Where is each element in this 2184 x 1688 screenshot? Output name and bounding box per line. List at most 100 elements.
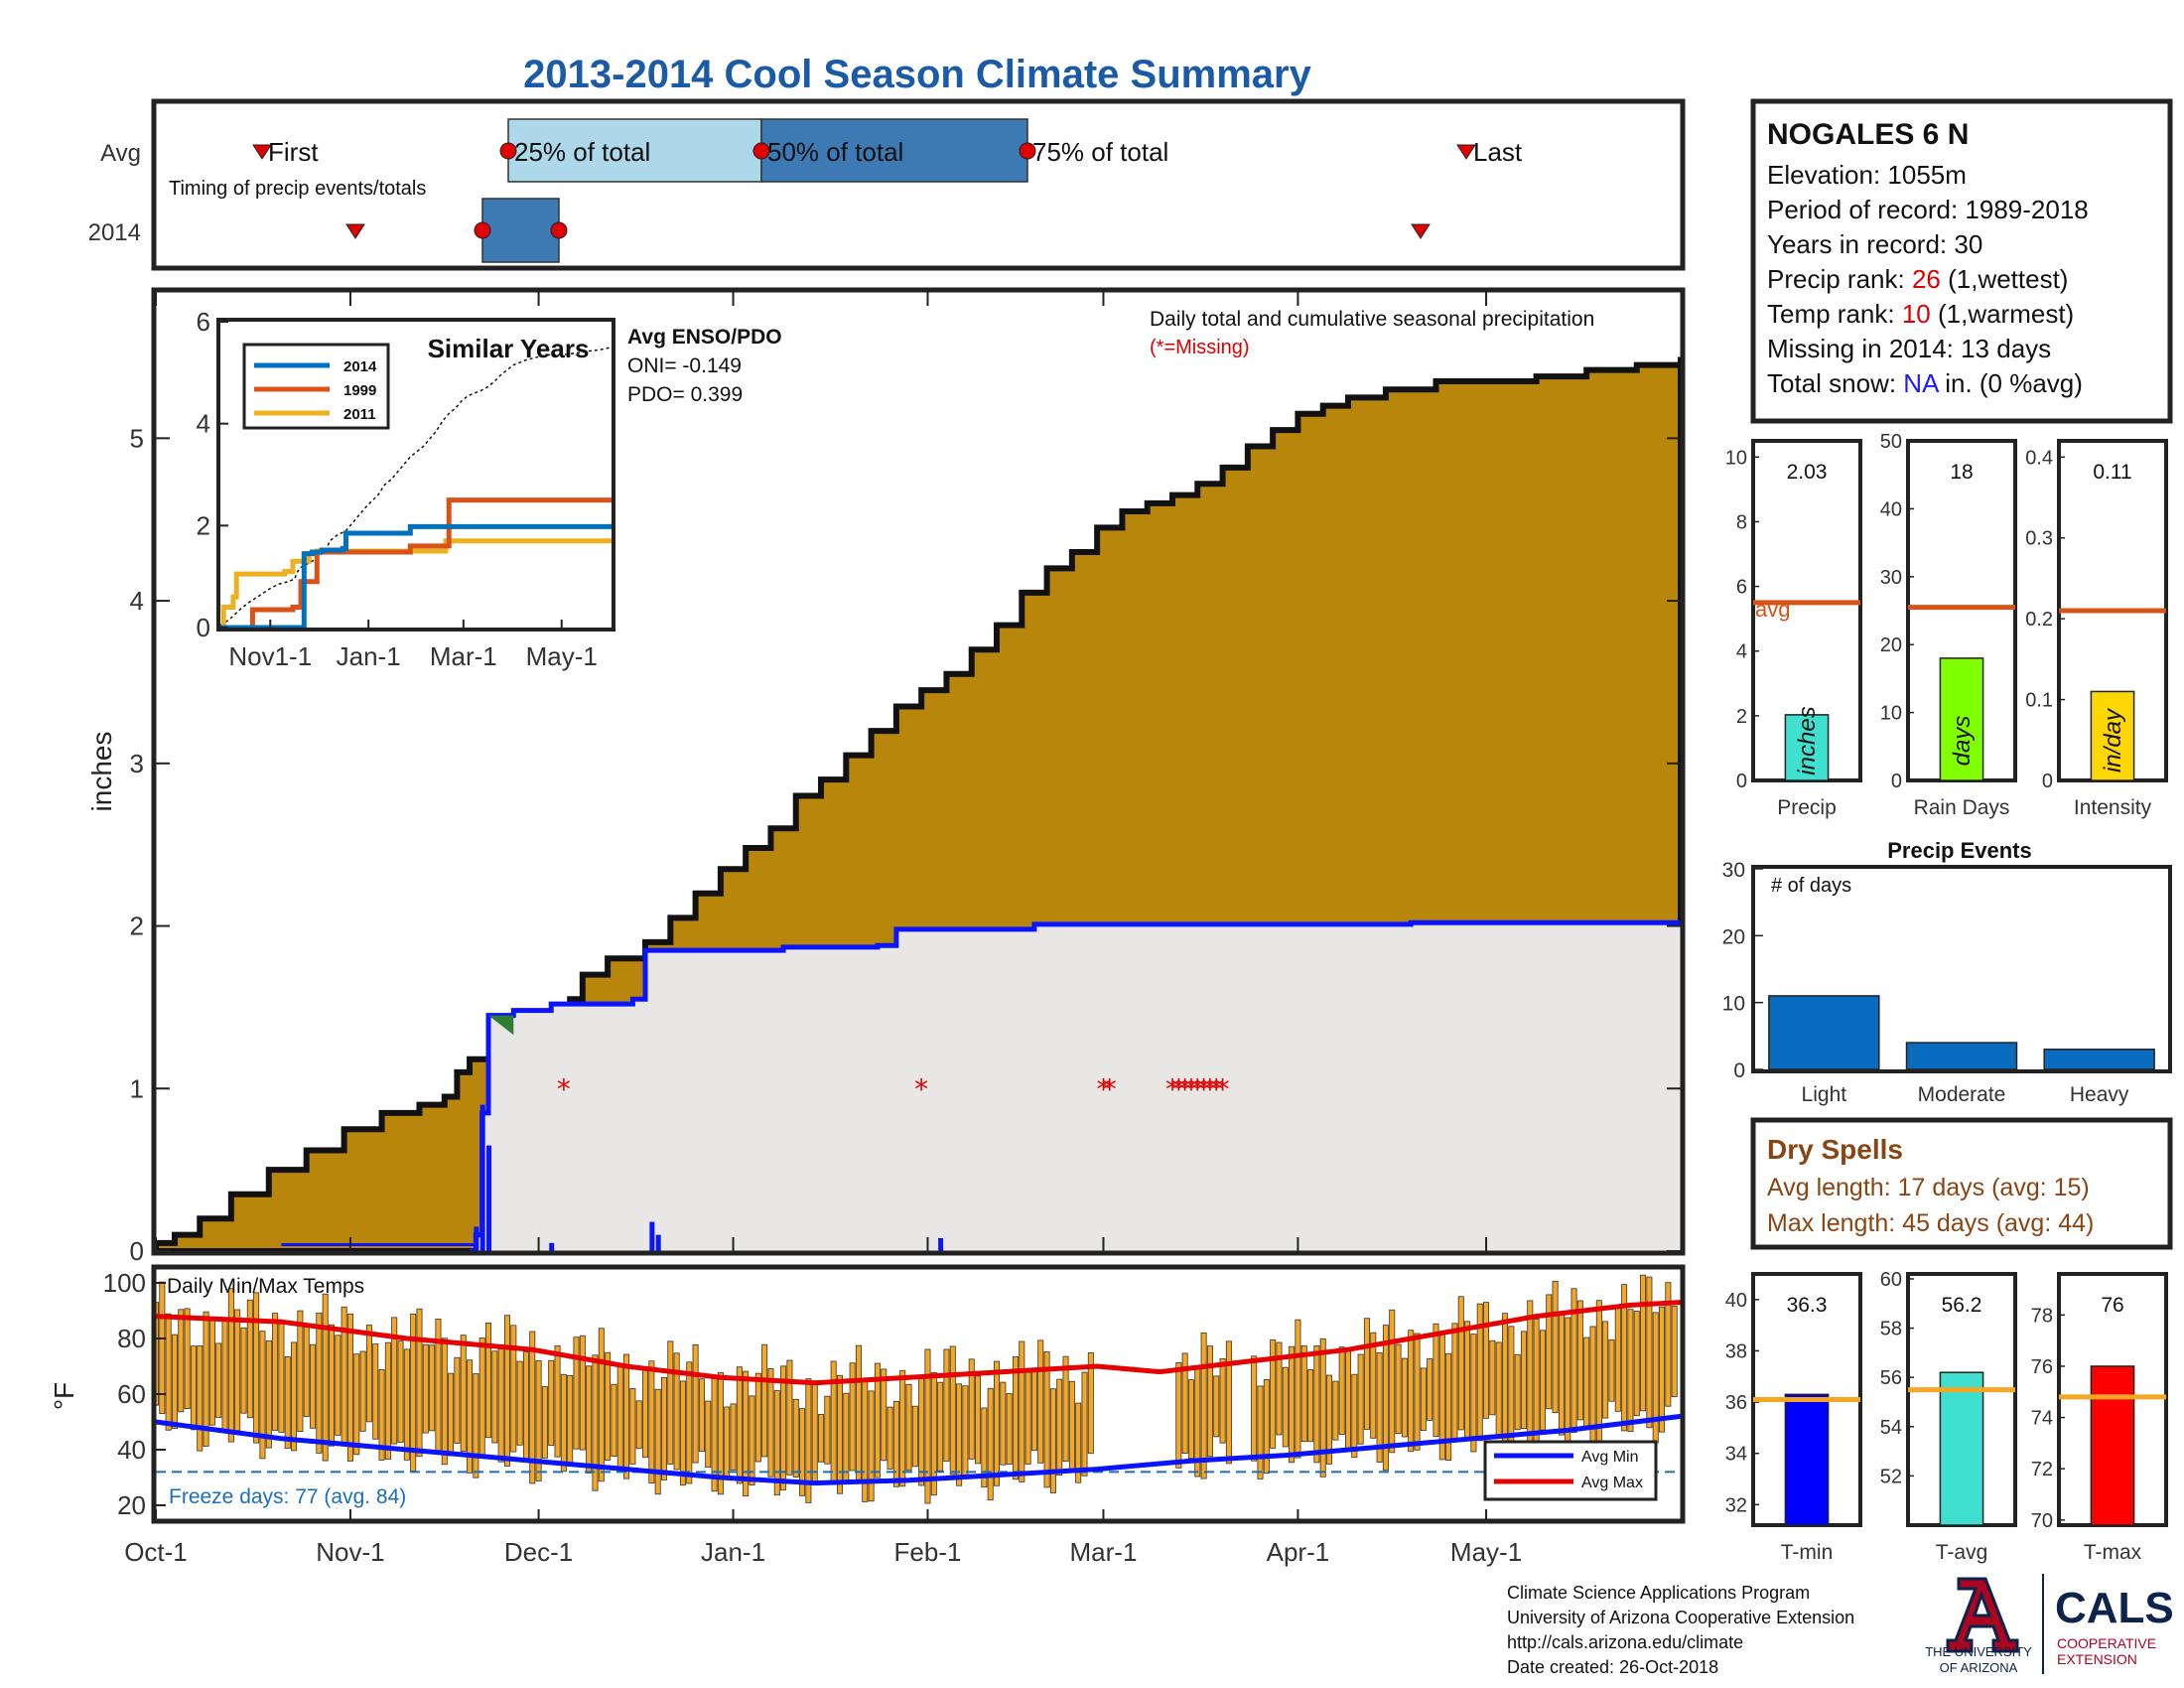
tmin-stat-tick-label: 36 <box>1725 1392 1747 1414</box>
precip-mini-bar <box>1784 714 1830 781</box>
missing-marker: * <box>1197 1072 1211 1105</box>
avg-min-line <box>155 1413 1682 1486</box>
daily-temp-bar <box>554 1344 561 1458</box>
daily-temp-bar <box>227 1288 234 1443</box>
intensity-mini-tick-label: 0 <box>2042 771 2053 792</box>
daily-temp-bar <box>497 1348 504 1463</box>
timing-75-label: 75% of total <box>1032 137 1168 167</box>
daily-temp-bar <box>705 1400 712 1469</box>
events-tick-label: 20 <box>1722 925 1745 948</box>
daily-temp-bar <box>1640 1274 1647 1412</box>
daily-temp-bar <box>1024 1370 1031 1465</box>
daily-temp-bar <box>522 1351 529 1463</box>
y-tick-label: 0 <box>130 1236 144 1266</box>
inset-x-label: Mar-1 <box>430 641 497 671</box>
daily-temp-bar <box>905 1383 912 1472</box>
timing-year-box <box>481 198 560 263</box>
precip-caption: Daily total and cumulative seasonal prec… <box>1150 308 1594 331</box>
legend-1999: 1999 <box>343 382 376 399</box>
missing-marker: * <box>1184 1072 1198 1105</box>
daily-temp-bar <box>316 1312 323 1454</box>
similar-years-plot <box>219 346 614 631</box>
missing-days: Missing in 2014: 13 days <box>1767 334 2051 363</box>
station-info: NOGALES 6 N Elevation: 1055m Period of r… <box>1750 98 2173 424</box>
legend-avg-min: Avg Min <box>1581 1449 1639 1466</box>
timing-avg-75-dot <box>1019 142 1036 160</box>
y-tick-label: 3 <box>130 749 144 778</box>
y-tick-label: 1 <box>130 1073 144 1103</box>
daily-temp-bar <box>1313 1345 1320 1464</box>
daily-temp-bar <box>510 1325 517 1453</box>
daily-temp-bar <box>1457 1296 1464 1431</box>
daily-temp-bar <box>1175 1362 1182 1469</box>
daily-temp-bar <box>1000 1381 1007 1466</box>
daily-temp-bar <box>454 1356 461 1444</box>
daily-temp-bar <box>1433 1323 1439 1438</box>
daily-temp-bar <box>1483 1302 1490 1419</box>
daily-precip-bar <box>549 1242 555 1251</box>
daily-temp-bar <box>1527 1300 1534 1445</box>
daily-temp-bar <box>1257 1385 1264 1479</box>
tavg-stat-tick-label: 56 <box>1880 1367 1902 1389</box>
daily-temp-bar <box>642 1366 649 1459</box>
daily-temp-bar <box>1030 1370 1037 1452</box>
daily-temp-bar <box>1546 1294 1553 1410</box>
timing-avg-50-dot <box>752 142 770 160</box>
raindays-mini: 0 10 20 30 40 50 18 days Rain Days <box>1880 431 2017 819</box>
events-label: Heavy <box>2070 1083 2129 1106</box>
station-name: NOGALES 6 N <box>1767 118 1969 151</box>
temp-y-ticks: 20 40 60 80 100 <box>103 1268 166 1520</box>
daily-temp-bar <box>328 1324 335 1447</box>
daily-temp-bar <box>391 1317 398 1445</box>
temp-y-label: 40 <box>117 1435 146 1465</box>
similar-years-title: Similar Years <box>428 334 590 363</box>
cals-sub1: COOPERATIVE <box>2057 1635 2156 1651</box>
raindays-mini-tick-label: 30 <box>1880 567 1902 589</box>
timing-avg-last-marker <box>1456 144 1476 160</box>
daily-temp-bar <box>1602 1321 1609 1419</box>
tavg-stat-tick-label: 58 <box>1880 1319 1902 1340</box>
daily-temp-bar <box>679 1380 686 1486</box>
events-bar-light <box>1768 995 1880 1070</box>
events-label: Moderate <box>1918 1083 2006 1106</box>
daily-temp-bar <box>1408 1330 1415 1453</box>
precip-mini-tick-label: 10 <box>1725 447 1747 469</box>
inset-x-label: May-1 <box>526 641 598 671</box>
daily-temp-bar <box>943 1348 950 1463</box>
daily-temp-bar <box>303 1326 310 1417</box>
daily-temp-bar <box>448 1372 455 1457</box>
inset-avg-line <box>219 346 613 627</box>
daily-temp-bar <box>1206 1345 1213 1458</box>
footer: Climate Science Applications Program Uni… <box>1507 1574 2174 1677</box>
daily-temp-bar <box>272 1313 279 1431</box>
tmax-stat-tick-label: 70 <box>2031 1510 2053 1532</box>
daily-temp-bar <box>1514 1353 1521 1431</box>
timing-25-label: 25% of total <box>514 137 650 167</box>
missing-marker: * <box>1178 1072 1192 1105</box>
daily-temp-bar <box>259 1331 266 1460</box>
tmax-stat-label: T-max <box>2084 1541 2142 1564</box>
daily-temp-bar <box>805 1378 812 1503</box>
daily-precip-bar <box>655 1234 661 1251</box>
precip-events-title: Precip Events <box>1887 838 2032 863</box>
timing-50-label: 50% of total <box>767 137 903 167</box>
intensity-mini-value: 0.11 <box>2093 461 2131 484</box>
daily-temp-bar <box>1608 1338 1615 1402</box>
daily-temp-bar <box>911 1405 918 1468</box>
daily-temp-bar <box>818 1414 825 1463</box>
events-label: Light <box>1802 1083 1847 1106</box>
daily-temp-bar <box>1659 1306 1666 1433</box>
missing-marker: * <box>1096 1072 1110 1105</box>
daily-temp-bar <box>240 1327 247 1414</box>
daily-temp-bar <box>692 1344 699 1464</box>
daily-temp-bar <box>1338 1346 1345 1436</box>
tavg-stat-bar <box>1939 1371 1984 1526</box>
daily-temp-bar <box>968 1358 975 1460</box>
daily-temp-bar <box>1376 1351 1383 1463</box>
inset-x-label: Nov1-1 <box>228 641 312 671</box>
timing-last-label: Last <box>1473 137 1523 167</box>
daily-temp-bar <box>467 1359 474 1474</box>
temp-rank: Temp rank: 10 (1,warmest) <box>1767 299 2074 329</box>
daily-temp-bar <box>1276 1341 1283 1436</box>
cals-sub2: EXTENSION <box>2057 1651 2137 1667</box>
